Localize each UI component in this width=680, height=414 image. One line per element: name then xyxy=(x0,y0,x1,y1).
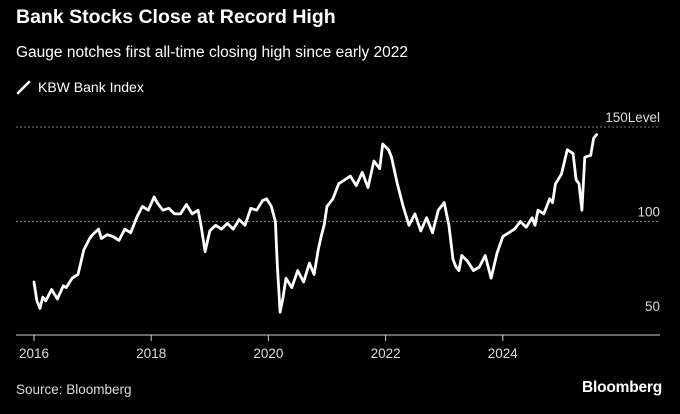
series-layer xyxy=(32,133,598,314)
y-tick-label-150: 150Level xyxy=(605,110,660,125)
chart-subtitle: Gauge notches first all-time closing hig… xyxy=(16,44,409,61)
bloomberg-logo: Bloomberg xyxy=(581,379,662,396)
y-axis-labels: 150Level 100 50 xyxy=(605,110,660,314)
legend: KBW Bank Index xyxy=(16,79,144,95)
x-tick-label-2016: 2016 xyxy=(19,346,49,361)
grid-lines xyxy=(16,126,660,222)
x-tick-label-2022: 2022 xyxy=(371,346,401,361)
x-tick-label-2024: 2024 xyxy=(488,346,519,361)
chart-title: Bank Stocks Close at Record High xyxy=(16,6,336,28)
x-tick-label-2018: 2018 xyxy=(136,346,166,361)
x-tick-label-2020: 2020 xyxy=(253,346,283,361)
legend-swatch-kbw xyxy=(16,80,31,94)
series-line-kbw-bank-index xyxy=(32,133,598,314)
x-axis-ticks: 2016 2018 2020 2022 2024 xyxy=(19,335,518,361)
source-note: Source: Bloomberg xyxy=(16,382,132,397)
legend-label-kbw: KBW Bank Index xyxy=(38,79,144,95)
y-tick-label-50: 50 xyxy=(645,299,660,314)
y-tick-label-100: 100 xyxy=(637,205,660,220)
